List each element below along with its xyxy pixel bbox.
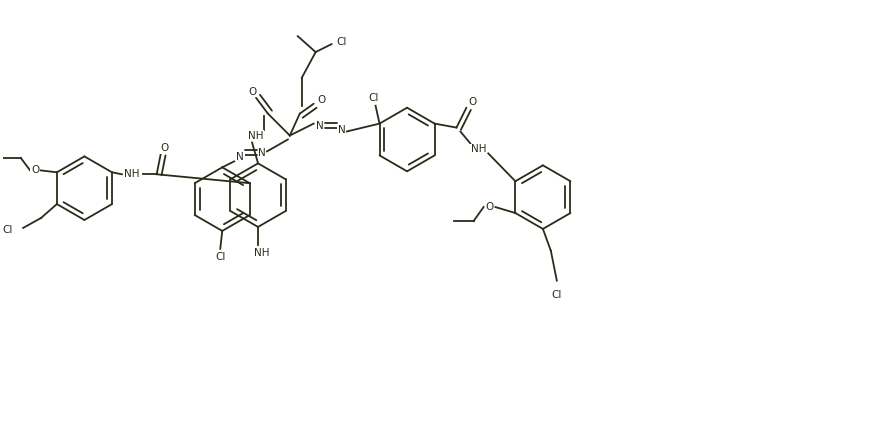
Text: Cl: Cl [551,290,562,300]
Text: N: N [315,121,323,131]
Text: O: O [160,143,168,153]
Text: Cl: Cl [368,93,378,103]
Text: N: N [258,148,266,158]
Text: Cl: Cl [214,252,225,262]
Text: O: O [317,95,325,105]
Text: N: N [338,125,345,135]
Text: Cl: Cl [336,37,346,47]
Text: NH: NH [124,169,139,179]
Text: NH: NH [470,144,486,154]
Text: O: O [248,87,256,97]
Text: N: N [236,153,244,162]
Text: O: O [485,202,494,212]
Text: Cl: Cl [3,225,13,235]
Text: O: O [31,165,39,175]
Text: NH: NH [254,248,269,258]
Text: O: O [468,97,476,107]
Text: NH: NH [248,130,263,140]
